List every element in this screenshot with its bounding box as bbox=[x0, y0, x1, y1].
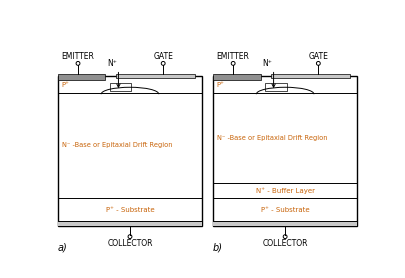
Bar bbox=[58, 76, 202, 226]
Text: N⁻ -Base or Epitaxial Drift Region: N⁻ -Base or Epitaxial Drift Region bbox=[217, 135, 327, 141]
Text: a): a) bbox=[58, 243, 68, 253]
Bar bbox=[115, 74, 195, 78]
Text: N⁺ - Buffer Layer: N⁺ - Buffer Layer bbox=[256, 187, 315, 194]
Text: N⁺: N⁺ bbox=[107, 59, 117, 68]
Text: P⁺: P⁺ bbox=[62, 82, 70, 88]
Bar bbox=[58, 221, 202, 226]
Text: N⁺: N⁺ bbox=[262, 59, 272, 68]
Text: N⁻ -Base or Epitaxial Drift Region: N⁻ -Base or Epitaxial Drift Region bbox=[62, 142, 172, 148]
Bar bbox=[58, 74, 105, 80]
Text: GATE: GATE bbox=[309, 52, 328, 61]
Text: COLLECTOR: COLLECTOR bbox=[262, 239, 308, 248]
Text: GATE: GATE bbox=[153, 52, 173, 61]
Bar bbox=[271, 74, 350, 78]
Text: P⁺ - Substrate: P⁺ - Substrate bbox=[106, 207, 154, 213]
Bar bbox=[213, 76, 357, 226]
Bar bbox=[265, 83, 287, 91]
Text: COLLECTOR: COLLECTOR bbox=[107, 239, 153, 248]
Bar bbox=[110, 83, 132, 91]
Text: EMITTER: EMITTER bbox=[217, 52, 249, 61]
Text: P⁺: P⁺ bbox=[217, 82, 225, 88]
Text: P⁺ - Substrate: P⁺ - Substrate bbox=[261, 207, 309, 213]
Text: b): b) bbox=[213, 243, 223, 253]
Bar bbox=[213, 74, 260, 80]
Text: EMITTER: EMITTER bbox=[62, 52, 94, 61]
Bar bbox=[213, 221, 357, 226]
